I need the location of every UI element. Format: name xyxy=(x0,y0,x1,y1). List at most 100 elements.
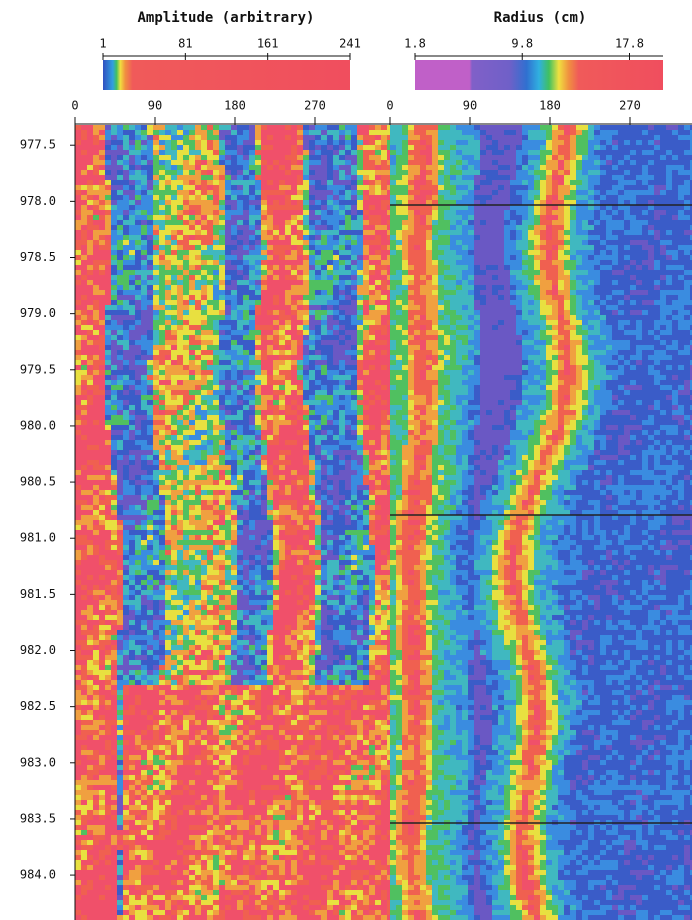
image-cell xyxy=(303,225,309,230)
image-cell xyxy=(438,270,444,275)
image-cell xyxy=(279,165,285,170)
image-cell xyxy=(303,175,309,180)
image-cell xyxy=(414,335,420,340)
image-cell xyxy=(255,195,261,200)
image-cell xyxy=(141,285,147,290)
image-cell xyxy=(93,290,99,295)
image-cell xyxy=(660,330,666,335)
image-cell xyxy=(684,155,690,160)
image-cell xyxy=(630,285,636,290)
image-cell xyxy=(630,300,636,305)
image-cell xyxy=(582,260,588,265)
image-cell xyxy=(303,320,309,325)
image-cell xyxy=(618,335,624,340)
image-cell xyxy=(75,190,81,195)
image-cell xyxy=(261,350,267,355)
image-cell xyxy=(510,325,516,330)
image-cell xyxy=(279,280,285,285)
image-cell xyxy=(309,240,315,245)
image-cell xyxy=(630,330,636,335)
image-cell xyxy=(189,280,195,285)
image-cell xyxy=(159,300,165,305)
image-cell xyxy=(492,330,498,335)
image-cell xyxy=(117,235,123,240)
image-cell xyxy=(576,345,582,350)
image-cell xyxy=(474,310,480,315)
image-cell xyxy=(285,225,291,230)
image-cell xyxy=(606,360,612,365)
image-cell xyxy=(546,210,552,215)
image-cell xyxy=(291,330,297,335)
image-cell xyxy=(564,145,570,150)
image-cell xyxy=(690,205,692,210)
image-cell xyxy=(678,290,684,295)
image-cell xyxy=(243,300,249,305)
image-cell xyxy=(303,125,309,130)
image-cell xyxy=(402,250,408,255)
image-cell xyxy=(219,275,225,280)
image-cell xyxy=(630,320,636,325)
image-cell xyxy=(426,250,432,255)
image-cell xyxy=(105,250,111,255)
image-cell xyxy=(552,210,558,215)
image-cell xyxy=(81,195,87,200)
image-cell xyxy=(219,335,225,340)
image-cell xyxy=(396,215,402,220)
image-cell xyxy=(390,250,396,255)
image-cell xyxy=(666,285,672,290)
image-cell xyxy=(381,200,387,205)
image-cell xyxy=(594,335,600,340)
image-cell xyxy=(522,265,528,270)
image-cell xyxy=(660,215,666,220)
image-cell xyxy=(273,335,279,340)
image-cell xyxy=(432,285,438,290)
image-cell xyxy=(285,310,291,315)
image-cell xyxy=(171,215,177,220)
image-cell xyxy=(690,355,692,360)
image-cell xyxy=(81,305,87,310)
image-cell xyxy=(93,210,99,215)
image-cell xyxy=(201,320,207,325)
image-cell xyxy=(558,325,564,330)
image-cell xyxy=(309,150,315,155)
image-cell xyxy=(111,275,117,280)
image-cell xyxy=(396,130,402,135)
image-cell xyxy=(630,140,636,145)
image-cell xyxy=(546,195,552,200)
image-cell xyxy=(333,320,339,325)
image-cell xyxy=(660,175,666,180)
image-cell xyxy=(147,135,153,140)
image-cell xyxy=(345,320,351,325)
image-cell xyxy=(414,270,420,275)
image-cell xyxy=(189,205,195,210)
image-cell xyxy=(630,145,636,150)
image-cell xyxy=(267,295,273,300)
image-cell xyxy=(564,215,570,220)
image-cell xyxy=(690,230,692,235)
image-cell xyxy=(171,295,177,300)
image-cell xyxy=(402,155,408,160)
image-cell xyxy=(444,165,450,170)
image-cell xyxy=(219,325,225,330)
image-cell xyxy=(654,295,660,300)
image-cell xyxy=(612,340,618,345)
image-cell xyxy=(630,160,636,165)
image-cell xyxy=(534,230,540,235)
image-cell xyxy=(630,185,636,190)
image-cell xyxy=(648,190,654,195)
image-cell xyxy=(75,260,81,265)
image-cell xyxy=(588,220,594,225)
image-cell xyxy=(75,295,81,300)
image-cell xyxy=(552,135,558,140)
image-cell xyxy=(273,245,279,250)
image-cell xyxy=(570,230,576,235)
image-cell xyxy=(165,130,171,135)
image-cell xyxy=(618,265,624,270)
image-cell xyxy=(327,350,333,355)
image-cell xyxy=(558,245,564,250)
image-cell xyxy=(480,290,486,295)
image-cell xyxy=(654,175,660,180)
image-cell xyxy=(618,360,624,365)
image-cell xyxy=(432,290,438,295)
image-cell xyxy=(540,310,546,315)
